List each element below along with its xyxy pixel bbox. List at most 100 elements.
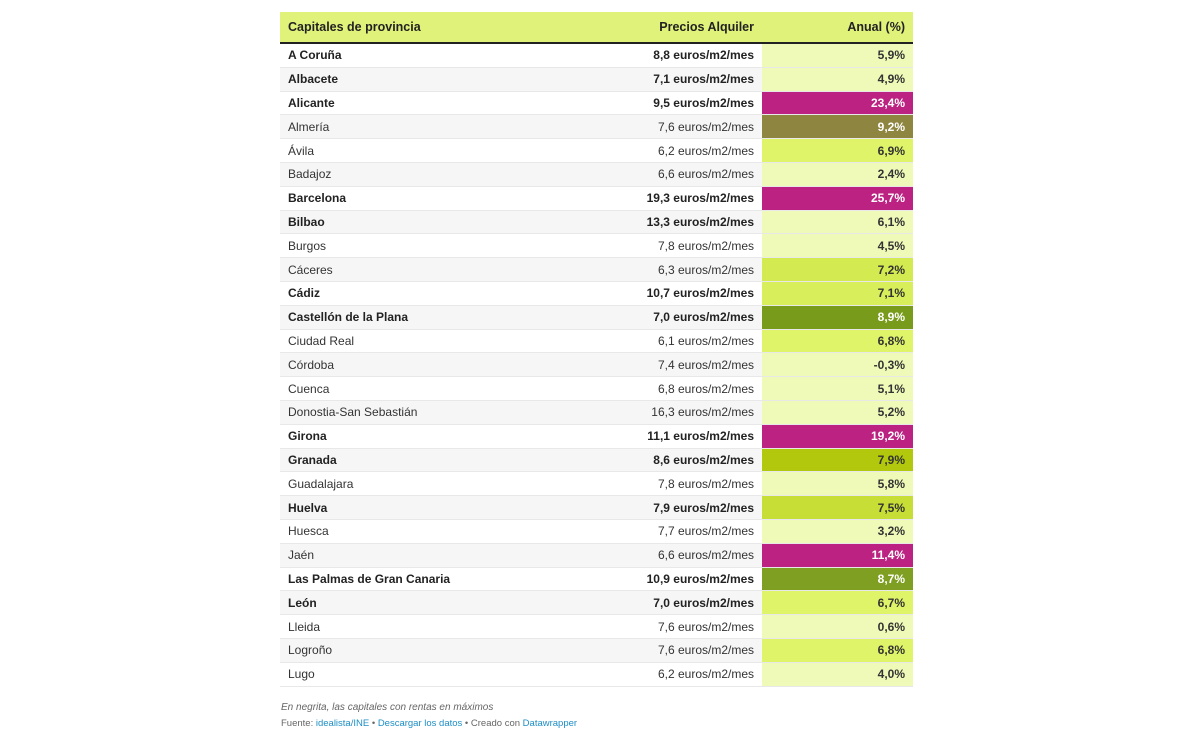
separator: • (369, 718, 378, 729)
annual-cell: 11,4% (762, 543, 913, 568)
table-row: Las Palmas de Gran Canaria 10,9 euros/m2/… (280, 567, 913, 592)
annual-cell: 7,9% (762, 448, 913, 473)
price-cell: 16,3 euros/m2/mes (564, 400, 762, 425)
price-cell: 7,1 euros/m2/mes (564, 67, 762, 92)
table-row: Ciudad Real 6,1 euros/m2/mes 6,8% (280, 329, 913, 354)
city-cell: Ávila (280, 138, 565, 163)
city-cell: Cuenca (280, 376, 565, 401)
price-cell: 6,8 euros/m2/mes (564, 376, 762, 401)
city-cell: Alicante (280, 91, 565, 116)
annual-cell: 9,2% (762, 114, 913, 140)
source-label: Fuente: (281, 718, 316, 729)
header-price[interactable]: Precios Alquiler (564, 12, 762, 44)
price-cell: 8,8 euros/m2/mes (564, 43, 762, 68)
header-city[interactable]: Capitales de provincia (280, 12, 565, 44)
city-cell: Albacete (280, 67, 565, 92)
price-cell: 6,1 euros/m2/mes (564, 329, 762, 354)
city-cell: Cádiz (280, 281, 565, 306)
annual-cell: 6,8% (762, 638, 913, 663)
table-row: Córdoba 7,4 euros/m2/mes -0,3% (280, 352, 913, 378)
annual-cell: 5,2% (762, 400, 913, 425)
price-cell: 19,3 euros/m2/mes (564, 186, 762, 211)
price-cell: 7,8 euros/m2/mes (564, 233, 762, 259)
annual-cell: 8,7% (762, 567, 913, 592)
table-row: Donostia-San Sebastián 16,3 euros/m2/mes 5… (280, 400, 913, 425)
price-cell: 7,8 euros/m2/mes (564, 471, 762, 497)
city-cell: Girona (280, 424, 565, 449)
city-cell: Donostia-San Sebastián (280, 400, 565, 425)
price-cell: 7,6 euros/m2/mes (564, 114, 762, 140)
annual-cell: 25,7% (762, 186, 913, 211)
table-row: Badajoz 6,6 euros/m2/mes 2,4% (280, 162, 913, 187)
table-row: Barcelona 19,3 euros/m2/mes 25,7% (280, 186, 913, 211)
table-row: Lugo 6,2 euros/m2/mes 4,0% (280, 662, 913, 687)
header-annual[interactable]: Anual (%) (762, 12, 913, 44)
city-cell: Jaén (280, 543, 565, 568)
table-row: Jaén 6,6 euros/m2/mes 11,4% (280, 543, 913, 568)
price-cell: 8,6 euros/m2/mes (564, 448, 762, 473)
annual-cell: 7,5% (762, 495, 913, 520)
city-cell: Huelva (280, 495, 565, 520)
city-cell: Lleida (280, 614, 565, 639)
city-cell: Lugo (280, 662, 565, 687)
price-cell: 9,5 euros/m2/mes (564, 91, 762, 116)
table-row: Albacete 7,1 euros/m2/mes 4,9% (280, 67, 913, 92)
annual-cell: 0,6% (762, 614, 913, 639)
table-row: A Coruña 8,8 euros/m2/mes 5,9% (280, 43, 913, 68)
annual-cell: 7,2% (762, 257, 913, 282)
city-cell: Almería (280, 114, 565, 140)
table-header: Capitales de provincia Precios Alquiler … (280, 12, 913, 44)
table-row: Huesca 7,7 euros/m2/mes 3,2% (280, 519, 913, 544)
source-line: Fuente: idealista/INE • Descargar los da… (281, 718, 577, 729)
city-cell: A Coruña (280, 43, 565, 68)
table-row: Girona 11,1 euros/m2/mes 19,2% (280, 424, 913, 449)
datawrapper-link[interactable]: Datawrapper (522, 718, 578, 729)
price-cell: 10,7 euros/m2/mes (564, 281, 762, 306)
city-cell: Granada (280, 448, 565, 473)
annual-cell: 6,7% (762, 590, 913, 616)
annual-cell: 6,8% (762, 329, 913, 354)
download-link[interactable]: Descargar los datos (377, 718, 463, 729)
price-cell: 6,3 euros/m2/mes (564, 257, 762, 282)
price-cell: 7,0 euros/m2/mes (564, 590, 762, 616)
annual-cell: 2,4% (762, 162, 913, 187)
annual-cell: 5,1% (762, 376, 913, 401)
annual-cell: 4,5% (762, 233, 913, 259)
price-cell: 6,2 euros/m2/mes (564, 138, 762, 163)
price-cell: 10,9 euros/m2/mes (564, 567, 762, 592)
price-cell: 11,1 euros/m2/mes (564, 424, 762, 449)
city-cell: Logroño (280, 638, 565, 663)
table-row: Cáceres 6,3 euros/m2/mes 7,2% (280, 257, 913, 282)
annual-cell: 5,9% (762, 43, 913, 68)
city-cell: Huesca (280, 519, 565, 544)
table-row: Cuenca 6,8 euros/m2/mes 5,1% (280, 376, 913, 401)
table-row: Logroño 7,6 euros/m2/mes 6,8% (280, 638, 913, 663)
source-link[interactable]: idealista/INE (315, 718, 370, 729)
city-cell: Las Palmas de Gran Canaria (280, 567, 565, 592)
city-cell: Badajoz (280, 162, 565, 187)
table-row: Alicante 9,5 euros/m2/mes 23,4% (280, 91, 913, 116)
annual-cell: 6,9% (762, 138, 913, 163)
city-cell: Cáceres (280, 257, 565, 282)
annual-cell: 4,9% (762, 67, 913, 92)
price-cell: 6,6 euros/m2/mes (564, 543, 762, 568)
separator: • (462, 718, 471, 729)
annual-cell: -0,3% (762, 352, 913, 378)
price-cell: 6,2 euros/m2/mes (564, 662, 762, 687)
table-row: Lleida 7,6 euros/m2/mes 0,6% (280, 614, 913, 639)
annual-cell: 3,2% (762, 519, 913, 544)
annual-cell: 8,9% (762, 305, 913, 330)
price-cell: 7,6 euros/m2/mes (564, 614, 762, 639)
annual-cell: 6,1% (762, 210, 913, 235)
rent-table: Capitales de provincia Precios Alquiler … (280, 12, 913, 687)
table-row: Burgos 7,8 euros/m2/mes 4,5% (280, 233, 913, 259)
city-cell: Bilbao (280, 210, 565, 235)
price-cell: 7,6 euros/m2/mes (564, 638, 762, 663)
price-cell: 6,6 euros/m2/mes (564, 162, 762, 187)
table-row: Huelva 7,9 euros/m2/mes 7,5% (280, 495, 913, 520)
table-row: Cádiz 10,7 euros/m2/mes 7,1% (280, 281, 913, 306)
table-row: León 7,0 euros/m2/mes 6,7% (280, 590, 913, 616)
city-cell: Castellón de la Plana (280, 305, 565, 330)
city-cell: Córdoba (280, 352, 565, 378)
price-cell: 7,4 euros/m2/mes (564, 352, 762, 378)
